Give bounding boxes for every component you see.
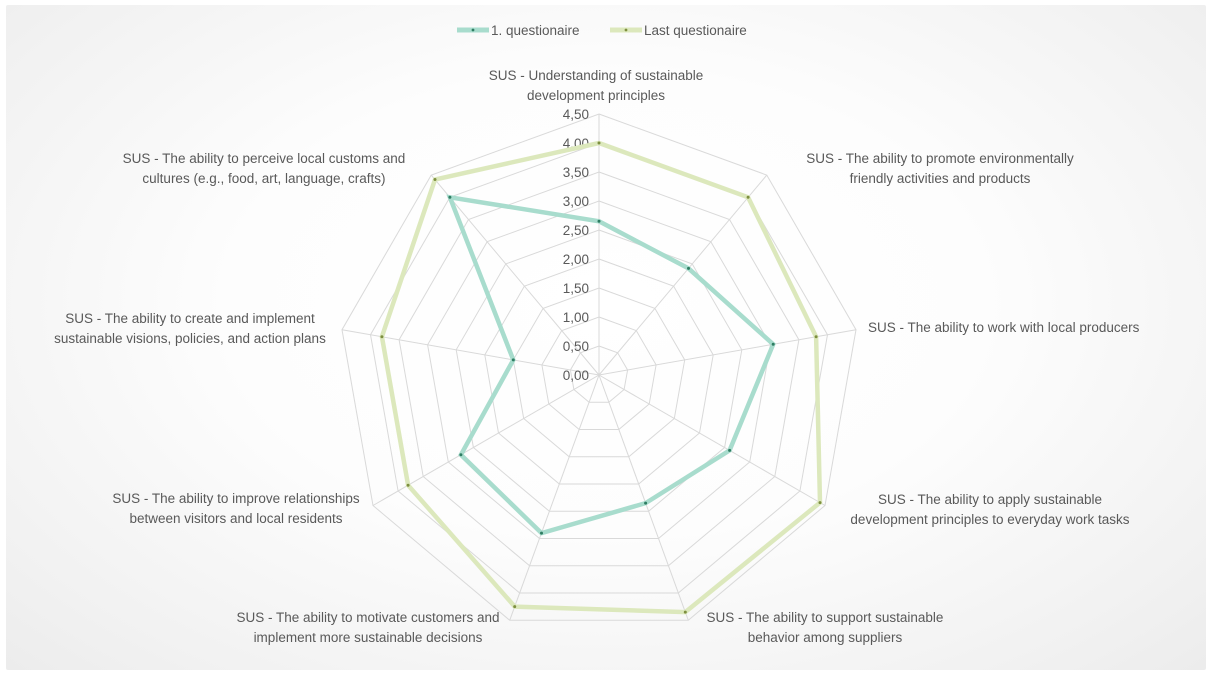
data-point-series-2 — [406, 483, 410, 487]
tick-label: 4,50 — [563, 107, 589, 122]
grid-spoke — [598, 329, 857, 376]
tick-label: 3,00 — [563, 194, 589, 209]
data-point-series-2 — [597, 141, 601, 145]
grid-ring — [541, 316, 657, 430]
data-point-series-2 — [380, 335, 384, 339]
grid-ring — [341, 113, 857, 621]
tick-label: 2,50 — [563, 223, 589, 238]
category-label: SUS - Understanding of sustainable — [489, 68, 704, 83]
data-point-series-2 — [433, 178, 437, 181]
category-label: behavior among suppliers — [748, 630, 903, 645]
tick-label: 1,50 — [563, 281, 589, 296]
data-point-series-1 — [540, 531, 543, 535]
data-point-series-2 — [814, 335, 818, 339]
tick-labels: 0,000,501,001,502,002,503,003,504,004,50 — [563, 107, 589, 383]
grid-spoke — [372, 374, 600, 506]
legend-label-series-2: Last questionaire — [644, 23, 747, 38]
grid-ring — [569, 345, 629, 403]
category-label: development principles to everyday work … — [850, 512, 1129, 527]
category-labels: SUS - Understanding of sustainable develo… — [54, 68, 1139, 645]
category-label: SUS - The ability to perceive local cust… — [123, 151, 406, 166]
data-point-series-1 — [728, 448, 732, 452]
data-point-series-1 — [448, 195, 452, 199]
data-point-series-2 — [683, 610, 687, 614]
tick-label: 2,00 — [563, 252, 589, 267]
legend: 1. questionaire Last questionaire — [457, 23, 747, 38]
grid-spoke — [509, 374, 600, 621]
category-label: SUS - The ability to support sustainable — [707, 610, 944, 625]
grid-spoke — [341, 329, 600, 376]
category-label: SUS - The ability to work with local pro… — [868, 320, 1140, 335]
category-label: between visitors and local residents — [129, 511, 342, 526]
tick-label: 3,50 — [563, 165, 589, 180]
data-point-series-2 — [513, 605, 517, 609]
legend-marker-series-2 — [624, 28, 628, 32]
legend-item-series-1: 1. questionaire — [457, 23, 580, 38]
category-label: development principles — [527, 88, 665, 103]
category-label: SUS - The ability to create and implemen… — [65, 311, 315, 326]
grid-ring — [398, 171, 800, 567]
grid-ring — [427, 200, 771, 539]
chart-frame — [6, 5, 1206, 670]
legend-item-series-2: Last questionaire — [610, 23, 747, 38]
category-label: SUS - The ability to promote environment… — [806, 151, 1074, 166]
series-line-1 — [446, 194, 776, 536]
category-label: cultures (e.g., food, art, language, cra… — [142, 171, 385, 186]
grid-ring — [369, 142, 829, 594]
data-point-series-2 — [818, 501, 822, 505]
series-layer — [379, 140, 823, 615]
grid-spoke — [598, 374, 826, 506]
data-point-series-1 — [597, 219, 601, 223]
category-label: SUS - The ability to improve relationshi… — [112, 491, 360, 506]
legend-label-series-1: 1. questionaire — [491, 23, 580, 38]
category-label: SUS - The ability to motivate customers … — [236, 610, 499, 625]
category-label: SUS - The ability to apply sustainable — [878, 492, 1102, 507]
data-point-series-1 — [687, 266, 690, 270]
category-label: implement more sustainable decisions — [254, 630, 483, 645]
data-point-series-2 — [746, 195, 750, 199]
grid-spoke — [598, 374, 689, 621]
grid-ring — [484, 258, 714, 485]
category-label: friendly activities and products — [850, 171, 1031, 186]
data-point-series-1 — [644, 501, 648, 505]
grid-spoke — [430, 174, 600, 376]
data-point-series-1 — [459, 453, 463, 457]
grid-layer — [341, 113, 857, 621]
tick-label: 0,50 — [563, 339, 589, 354]
grid-ring — [512, 287, 686, 458]
tick-label: 0,00 — [563, 368, 589, 383]
data-point-series-1 — [511, 358, 515, 362]
series-line-2 — [379, 140, 823, 615]
data-point-series-1 — [771, 342, 775, 346]
grid-ring — [455, 229, 743, 512]
category-label: sustainable visions, policies, and actio… — [54, 331, 326, 346]
tick-label: 1,00 — [563, 310, 589, 325]
legend-marker-series-1 — [471, 28, 475, 32]
grid-spoke — [598, 174, 768, 376]
